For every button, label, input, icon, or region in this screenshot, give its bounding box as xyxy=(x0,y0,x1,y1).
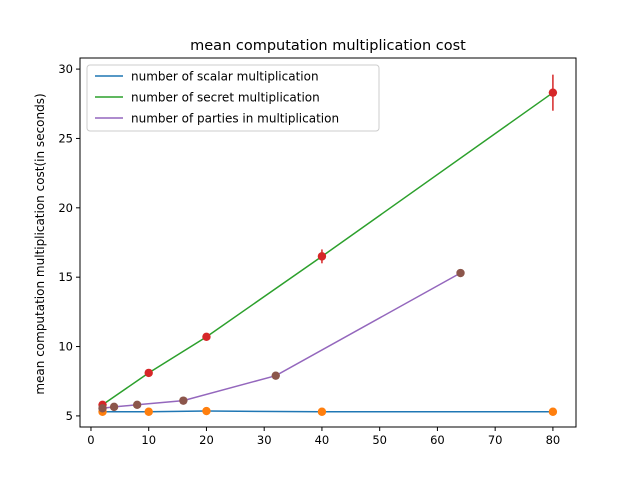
y-axis: 5 10 15 20 25 30 xyxy=(58,62,80,423)
y-tick-label: 30 xyxy=(58,62,73,76)
data-point-secret xyxy=(317,252,327,261)
x-tick-label: 0 xyxy=(87,433,94,447)
x-tick-label: 40 xyxy=(315,433,330,447)
series-line-scalar xyxy=(102,410,553,413)
legend: number of scalar multiplication number o… xyxy=(86,64,380,132)
data-point-secret xyxy=(548,88,558,97)
data-point-parties xyxy=(98,404,107,413)
x-tick-label: 10 xyxy=(141,433,156,447)
y-tick-label: 20 xyxy=(58,201,73,215)
legend-label-secret: number of secret multiplication xyxy=(131,91,320,105)
chart-title: mean computation multiplication cost xyxy=(190,38,466,54)
legend-label-parties: number of parties in multiplication xyxy=(131,112,339,126)
data-point-parties xyxy=(109,402,119,412)
data-point-parties xyxy=(132,400,142,410)
x-axis: 0 10 20 30 40 50 60 70 80 xyxy=(87,427,560,447)
data-point-parties xyxy=(179,396,188,405)
legend-box xyxy=(86,64,380,132)
data-point-secret xyxy=(144,368,153,378)
x-tick-label: 30 xyxy=(257,433,272,447)
data-point-parties xyxy=(271,371,280,380)
x-tick-label: 60 xyxy=(430,433,445,447)
data-point-secret xyxy=(202,332,211,342)
legend-label-scalar: number of scalar multiplication xyxy=(131,70,319,84)
y-tick-label: 15 xyxy=(58,270,73,284)
data-point-scalar xyxy=(144,407,153,416)
y-axis-label: mean computation multiplication cost(in … xyxy=(33,93,47,394)
y-tick-label: 25 xyxy=(58,131,73,145)
y-tick-label: 10 xyxy=(58,340,73,354)
data-point-parties xyxy=(456,268,465,278)
x-tick-label: 80 xyxy=(546,433,561,447)
x-tick-label: 50 xyxy=(372,433,387,447)
x-tick-label: 70 xyxy=(488,433,503,447)
data-point-scalar xyxy=(202,406,211,416)
y-tick-label: 5 xyxy=(66,409,73,423)
data-point-scalar xyxy=(317,407,327,416)
x-tick-label: 20 xyxy=(199,433,214,447)
plot-area xyxy=(98,74,558,416)
data-point-scalar xyxy=(548,407,558,416)
axes-frame xyxy=(79,57,577,428)
